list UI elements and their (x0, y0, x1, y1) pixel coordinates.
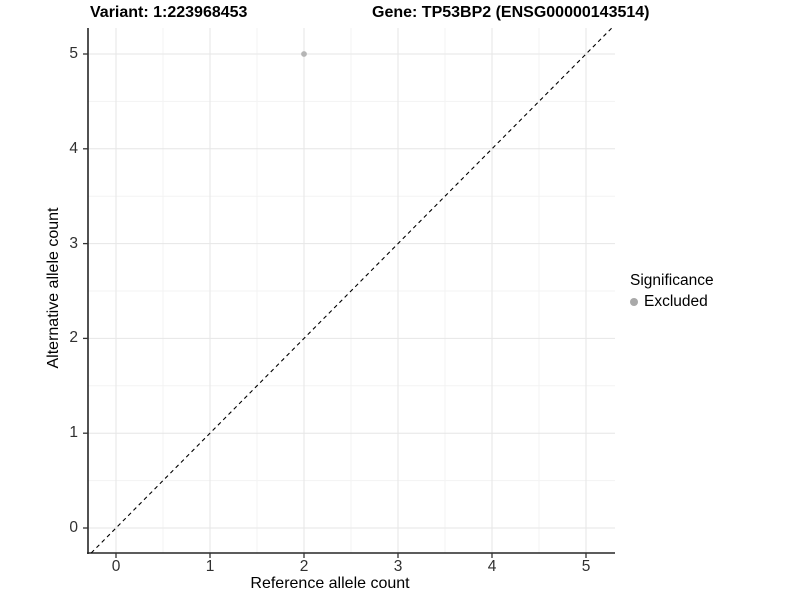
plot-title-gene: Gene: TP53BP2 (ENSG00000143514) (372, 4, 650, 21)
x-tick-label-1: 1 (205, 558, 215, 575)
x-tick-label-0: 0 (111, 558, 121, 575)
plot-title-variant: Variant: 1:223968453 (90, 4, 248, 21)
x-tick-label-3: 3 (393, 558, 403, 575)
legend: Significance Excluded (630, 272, 714, 311)
legend-item-excluded: Excluded (630, 293, 714, 311)
y-tick-label-2: 2 (69, 329, 78, 346)
legend-item-label: Excluded (644, 293, 708, 310)
x-tick-label-4: 4 (487, 558, 497, 575)
y-tick-label-5: 5 (69, 45, 78, 62)
y-tick-label-1: 1 (69, 424, 78, 441)
y-tick-label-3: 3 (69, 235, 78, 252)
x-tick-label-2: 2 (299, 558, 309, 575)
x-axis-title: Reference allele count (250, 575, 410, 592)
y-axis-title: Alternative allele count (45, 207, 62, 369)
data-point (301, 51, 307, 57)
y-tick-label-0: 0 (69, 519, 78, 536)
x-tick-label-5: 5 (581, 558, 591, 575)
y-tick-label-4: 4 (69, 140, 78, 157)
legend-title: Significance (630, 272, 714, 289)
excluded-point-icon (630, 298, 638, 306)
